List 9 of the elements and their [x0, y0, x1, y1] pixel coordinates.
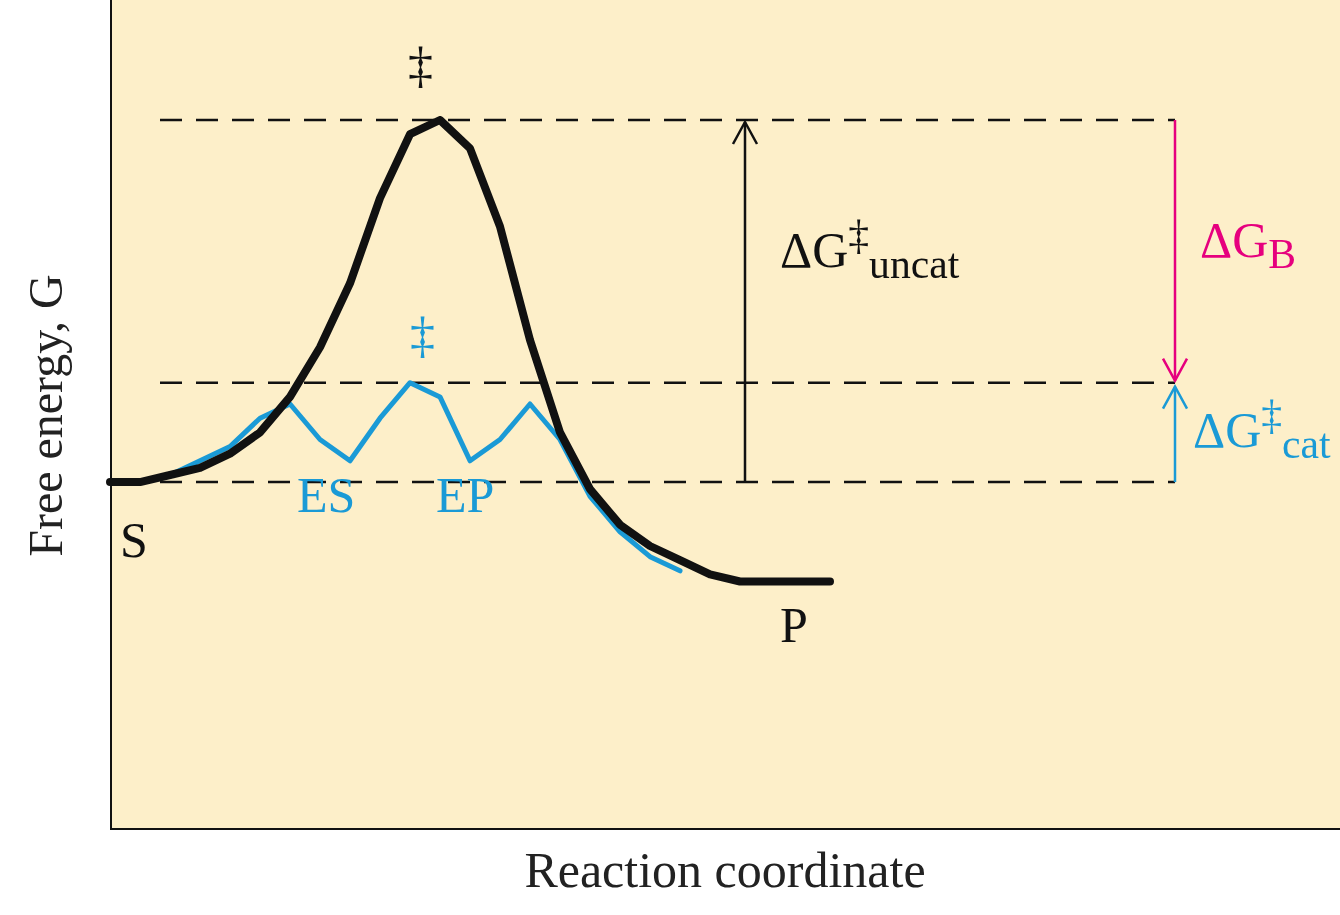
y-axis-title: Free energy, G: [17, 273, 73, 557]
text: ΔG$_{B}$: [1200, 212, 1297, 277]
x-axis-title: Reaction coordinate: [523, 841, 927, 900]
annotation: ‡: [410, 307, 435, 363]
text: ‡: [408, 37, 433, 93]
annotation: S: [120, 512, 148, 568]
annotation: P: [780, 597, 808, 653]
annotation: EP: [436, 467, 495, 523]
annotation: ES: [297, 467, 356, 523]
